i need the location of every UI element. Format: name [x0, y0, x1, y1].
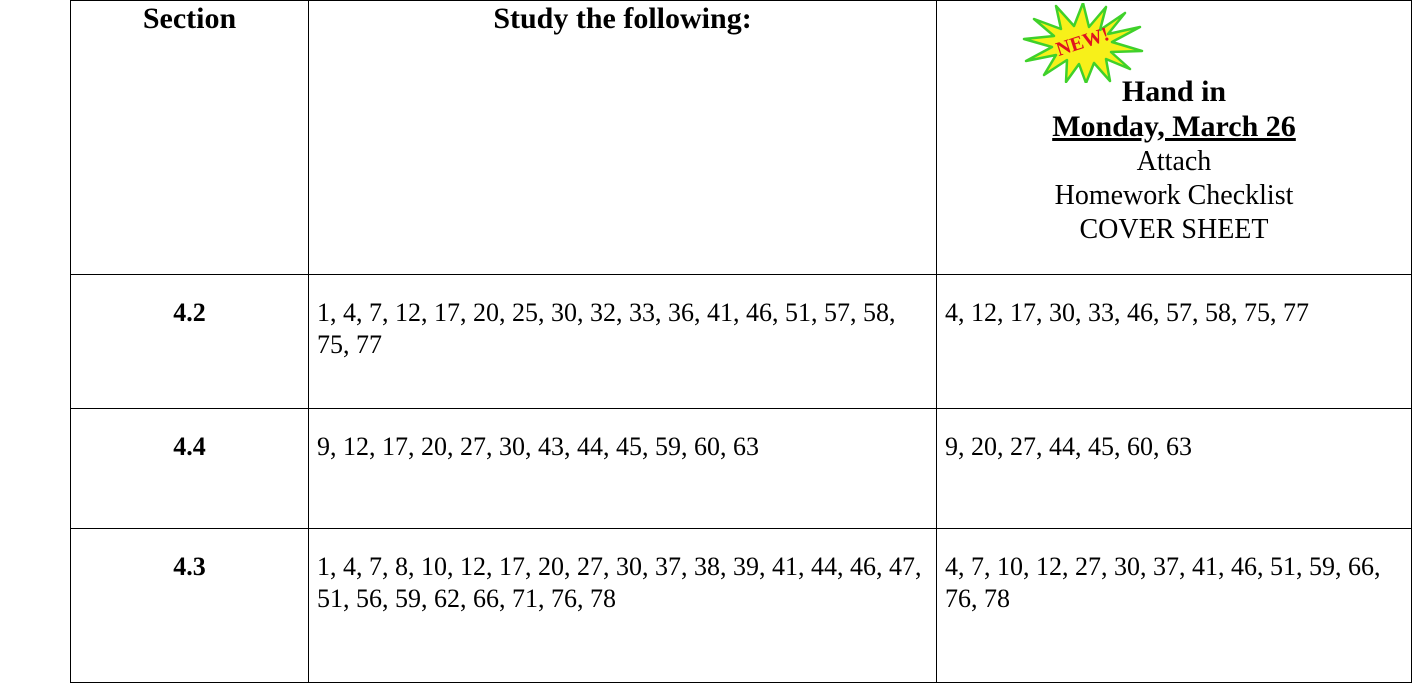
study-cell: 1, 4, 7, 8, 10, 12, 17, 20, 27, 30, 37, …	[308, 528, 937, 683]
checklist-text: Homework Checklist	[1054, 180, 1294, 211]
cover-sheet-text: COVER SHEET	[1079, 214, 1269, 245]
section-cell: 4.4	[70, 408, 309, 529]
due-date: Monday, March 26	[1052, 110, 1296, 143]
hand-in-header: NEW! Hand in Monday, March 26 Attach Hom…	[936, 0, 1412, 275]
section-cell: 4.3	[70, 528, 309, 683]
study-header: Study the following:	[308, 0, 937, 275]
homework-table: Section Study the following: NEW! Hand i…	[70, 0, 1412, 683]
study-cell: 9, 12, 17, 20, 27, 30, 43, 44, 45, 59, 6…	[308, 408, 937, 529]
hand-in-cell: 4, 7, 10, 12, 27, 30, 37, 41, 46, 51, 59…	[936, 528, 1412, 683]
attach-text: Attach	[1136, 146, 1212, 177]
table-row: 4.2 1, 4, 7, 12, 17, 20, 25, 30, 32, 33,…	[70, 274, 1412, 409]
hand-in-cell: 9, 20, 27, 44, 45, 60, 63	[936, 408, 1412, 529]
header-row: Section Study the following: NEW! Hand i…	[70, 0, 1412, 275]
hand-in-title: Hand in	[1121, 75, 1227, 108]
new-badge: NEW!	[938, 3, 1410, 83]
table-row: 4.3 1, 4, 7, 8, 10, 12, 17, 20, 27, 30, …	[70, 528, 1412, 683]
section-cell: 4.2	[70, 274, 309, 409]
hand-in-cell: 4, 12, 17, 30, 33, 46, 57, 58, 75, 77	[936, 274, 1412, 409]
table-row: 4.4 9, 12, 17, 20, 27, 30, 43, 44, 45, 5…	[70, 408, 1412, 529]
new-burst-icon: NEW!	[1022, 3, 1144, 83]
section-header: Section	[70, 0, 309, 275]
study-cell: 1, 4, 7, 12, 17, 20, 25, 30, 32, 33, 36,…	[308, 274, 937, 409]
